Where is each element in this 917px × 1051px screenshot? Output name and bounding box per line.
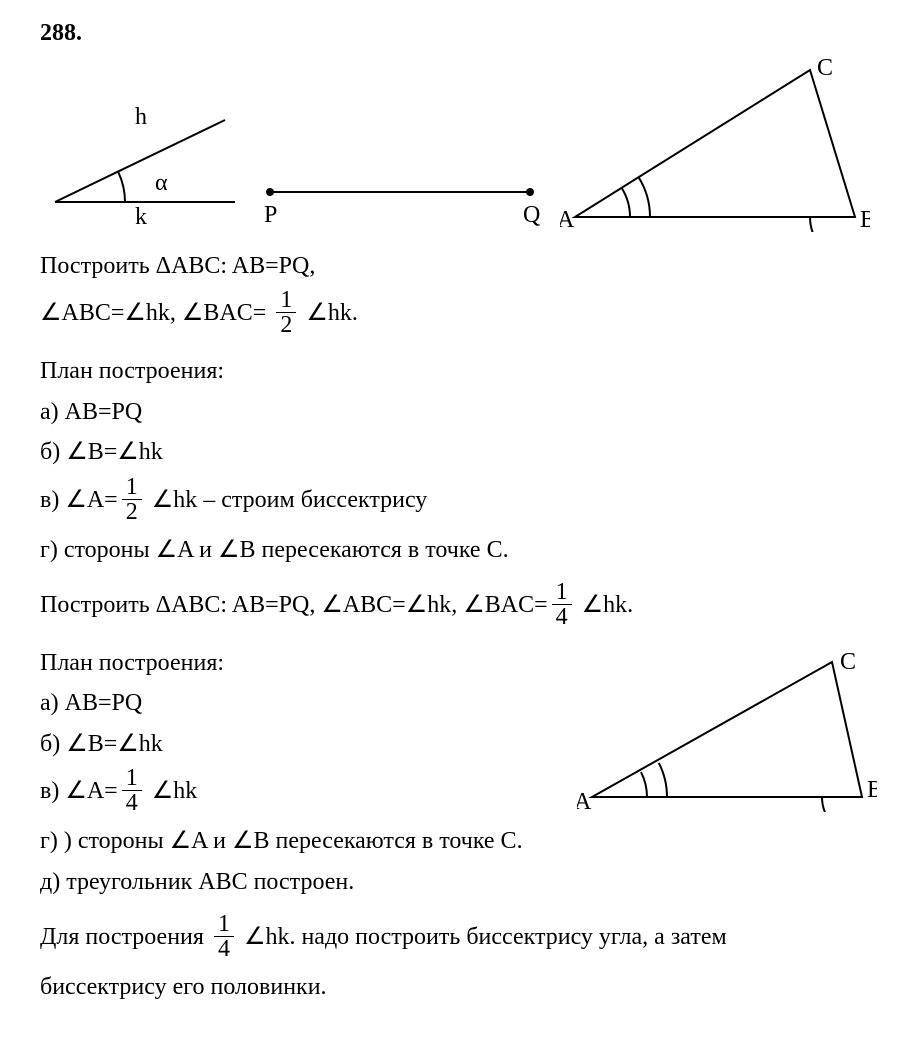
frac-den: 4 bbox=[122, 791, 142, 815]
svg-text:B: B bbox=[860, 207, 870, 232]
frac-den: 2 bbox=[122, 500, 142, 524]
frac-num: 1 bbox=[122, 766, 142, 791]
svg-text:C: C bbox=[840, 649, 856, 675]
task2-b: ∠hk. bbox=[582, 592, 634, 618]
angle-svg: h αk bbox=[40, 102, 240, 232]
svg-text:A: A bbox=[560, 207, 575, 232]
task1-l2-b: ∠hk. bbox=[306, 300, 358, 326]
plan2-row: План построения: а) AB=PQ б) ∠B=∠hk в) ∠… bbox=[40, 647, 877, 825]
svg-text:P: P bbox=[264, 202, 277, 228]
triangle-2-svg: A B C bbox=[577, 647, 877, 812]
fraction-half-icon: 1 2 bbox=[122, 475, 142, 524]
plan2-b: б) ∠B=∠hk bbox=[40, 728, 557, 760]
frac-den: 4 bbox=[552, 605, 572, 629]
plan1-c: в) ∠A= 1 2 ∠hk – строим биссектрису bbox=[40, 477, 877, 526]
frac-num: 1 bbox=[214, 912, 234, 937]
plan1-title: План построения: bbox=[40, 355, 877, 387]
plan2-c-a: в) ∠A= bbox=[40, 778, 118, 804]
task1-line1: Построить ΔABC: AB=PQ, bbox=[40, 250, 877, 282]
svg-text:h: h bbox=[135, 104, 147, 130]
note-b: ∠hk. надо построить биссектрису угла, а … bbox=[244, 924, 727, 950]
plan2-title: План построения: bbox=[40, 647, 557, 679]
svg-text:C: C bbox=[817, 57, 833, 81]
task2-line: Построить ΔABC: AB=PQ, ∠ABC=∠hk, ∠BAC= 1… bbox=[40, 582, 877, 631]
fraction-half-icon: 1 2 bbox=[276, 288, 296, 337]
plan1-a: а) AB=PQ bbox=[40, 396, 877, 428]
svg-text:Q: Q bbox=[523, 202, 540, 228]
plan2-e: д) треугольник ABC построен. bbox=[40, 866, 877, 898]
task1-l2-a: ∠ABC=∠hk, ∠BAC= bbox=[40, 300, 266, 326]
frac-num: 1 bbox=[122, 475, 142, 500]
problem-number: 288. bbox=[40, 20, 877, 47]
task2-a: Построить ΔABC: AB=PQ, ∠ABC=∠hk, ∠BAC= bbox=[40, 592, 548, 618]
plan1-b: б) ∠B=∠hk bbox=[40, 436, 877, 468]
fraction-quarter-icon: 1 4 bbox=[552, 580, 572, 629]
triangle-2-figure: A B C bbox=[577, 647, 877, 812]
frac-num: 1 bbox=[276, 288, 296, 313]
svg-text:A: A bbox=[577, 789, 592, 812]
fraction-quarter-icon: 1 4 bbox=[122, 766, 142, 815]
plan1-d: г) стороны ∠A и ∠B пересекаются в точке … bbox=[40, 534, 877, 566]
triangle-1-svg: A B C bbox=[560, 57, 870, 232]
segment-svg: PQ bbox=[250, 112, 550, 232]
plan1-c-b: ∠hk – строим биссектрису bbox=[152, 487, 428, 513]
plan2-text-col: План построения: а) AB=PQ б) ∠B=∠hk в) ∠… bbox=[40, 647, 557, 825]
note-a: Для построения bbox=[40, 924, 210, 950]
note-line1: Для построения 1 4 ∠hk. надо построить б… bbox=[40, 914, 877, 963]
angle-figure: h αk bbox=[40, 102, 240, 232]
page: 288. hαk PQ ABC Построить ΔABC: AB=PQ, ∠… bbox=[0, 0, 917, 1051]
plan2-c: в) ∠A= 1 4 ∠hk bbox=[40, 768, 557, 817]
frac-den: 4 bbox=[214, 937, 234, 961]
frac-num: 1 bbox=[552, 580, 572, 605]
plan2-d: г) ) стороны ∠A и ∠B пересекаются в точк… bbox=[40, 825, 877, 857]
task1-line2: ∠ABC=∠hk, ∠BAC= 1 2 ∠hk. bbox=[40, 290, 877, 339]
note-line2: биссектрису его половинки. bbox=[40, 971, 877, 1003]
svg-text:α: α bbox=[155, 170, 168, 196]
svg-text:B: B bbox=[867, 777, 877, 803]
segment-figure: PQ bbox=[250, 112, 550, 232]
plan2-a: а) AB=PQ bbox=[40, 687, 557, 719]
plan1-c-a: в) ∠A= bbox=[40, 487, 118, 513]
plan2-c-b: ∠hk bbox=[152, 778, 198, 804]
figures-row-1: hαk PQ ABC bbox=[40, 57, 877, 232]
triangle-1-figure: A B C bbox=[560, 57, 870, 232]
fraction-quarter-icon: 1 4 bbox=[214, 912, 234, 961]
frac-den: 2 bbox=[276, 313, 296, 337]
svg-text:k: k bbox=[135, 204, 147, 230]
